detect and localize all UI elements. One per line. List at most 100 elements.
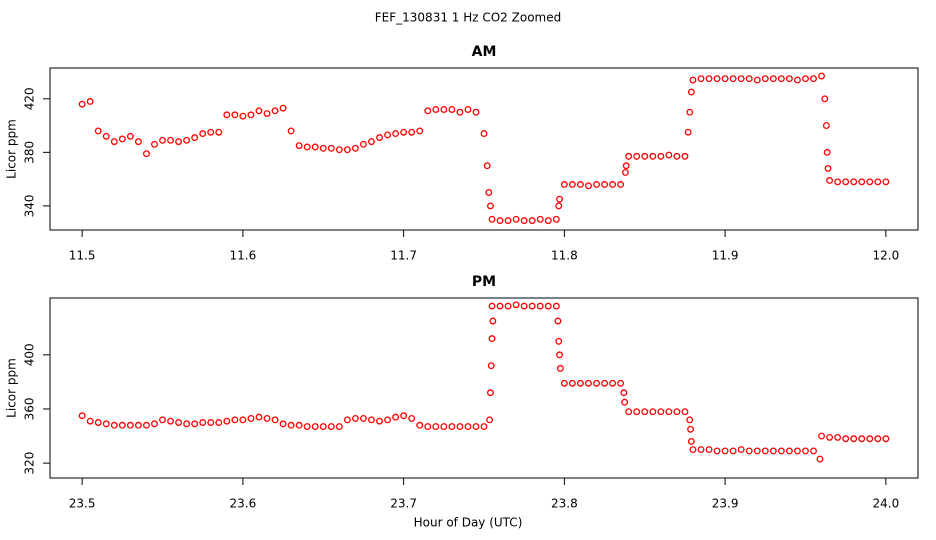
point	[487, 362, 495, 370]
point	[686, 108, 694, 116]
point	[556, 364, 564, 372]
point	[359, 140, 367, 148]
point	[311, 423, 319, 431]
point	[842, 178, 850, 186]
point	[295, 421, 303, 429]
point	[472, 108, 480, 116]
point	[649, 408, 657, 416]
point	[343, 416, 351, 424]
point	[641, 408, 649, 416]
point	[625, 152, 633, 160]
point	[102, 420, 110, 428]
point	[271, 107, 279, 115]
point	[247, 415, 255, 422]
point	[520, 217, 528, 225]
point	[687, 425, 695, 433]
point	[263, 110, 271, 117]
point	[576, 181, 584, 188]
point	[456, 108, 464, 116]
point	[625, 408, 633, 416]
point	[697, 75, 705, 83]
point	[617, 379, 625, 387]
point	[223, 417, 231, 425]
point	[810, 447, 817, 455]
point	[175, 419, 183, 426]
point	[496, 302, 504, 310]
point	[335, 146, 343, 154]
y-tick-label: 360	[23, 398, 37, 421]
point	[359, 415, 367, 422]
point	[816, 455, 824, 463]
point	[818, 72, 826, 80]
point	[239, 416, 247, 424]
point	[376, 417, 383, 425]
point	[142, 421, 150, 429]
point	[777, 447, 785, 455]
point	[649, 152, 657, 160]
point	[617, 181, 625, 188]
point	[416, 127, 424, 135]
point	[556, 351, 563, 359]
point	[496, 217, 504, 225]
point	[657, 408, 665, 416]
point	[271, 416, 279, 424]
point	[343, 146, 351, 154]
point	[486, 202, 494, 210]
point	[874, 435, 882, 443]
point	[729, 447, 737, 455]
point	[368, 138, 375, 146]
point	[319, 423, 327, 431]
point	[684, 128, 692, 136]
point	[118, 421, 126, 429]
point	[689, 76, 697, 84]
point	[681, 408, 689, 416]
point	[424, 423, 432, 431]
point	[392, 130, 400, 138]
point	[705, 75, 713, 83]
y-tick-label: 380	[23, 141, 37, 164]
point	[657, 152, 665, 160]
point	[351, 415, 359, 422]
point	[118, 135, 126, 143]
point	[593, 379, 600, 387]
point	[536, 215, 544, 223]
panel-title: AM	[472, 44, 497, 60]
point	[183, 136, 191, 144]
point	[560, 181, 568, 188]
point	[94, 419, 102, 426]
point	[622, 168, 629, 176]
point	[555, 202, 563, 210]
point	[689, 446, 697, 454]
point	[753, 447, 761, 455]
point	[866, 178, 874, 186]
point	[729, 75, 737, 83]
point	[866, 435, 874, 443]
point	[609, 379, 617, 387]
point	[231, 416, 239, 424]
point	[335, 423, 343, 431]
point	[199, 419, 207, 426]
point	[110, 421, 118, 429]
point	[400, 412, 408, 420]
point	[858, 435, 866, 443]
point	[544, 302, 552, 310]
point	[882, 178, 890, 186]
point	[761, 75, 769, 83]
point	[424, 107, 432, 115]
point	[440, 423, 448, 431]
point	[769, 447, 777, 455]
point	[199, 130, 207, 138]
x-tick-label: 24.0	[872, 497, 899, 511]
point	[665, 151, 673, 159]
point	[665, 408, 673, 416]
point	[818, 432, 826, 440]
point	[882, 435, 890, 443]
point	[295, 142, 303, 150]
point	[231, 111, 239, 119]
point	[408, 128, 416, 136]
point	[834, 178, 842, 186]
point	[687, 88, 695, 96]
point	[440, 106, 448, 113]
point	[705, 446, 713, 454]
point	[633, 408, 641, 416]
